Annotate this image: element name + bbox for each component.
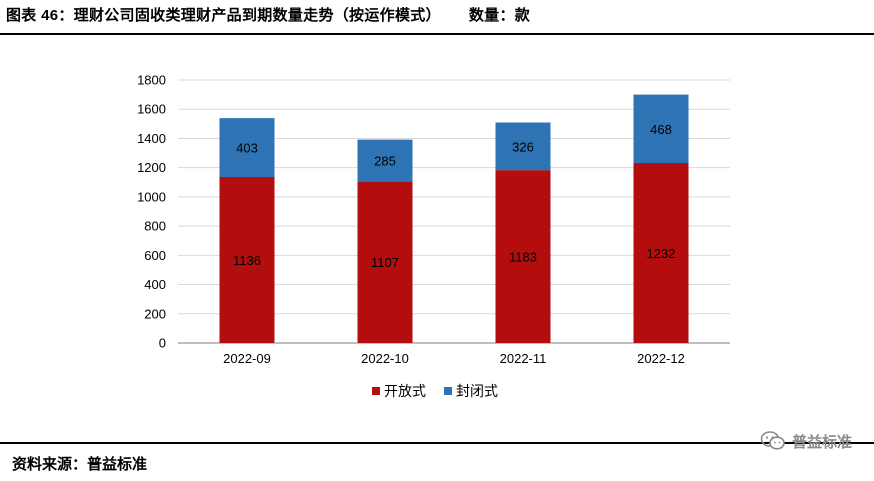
data-label: 468 (650, 122, 672, 137)
y-tick-label: 0 (159, 336, 166, 351)
y-tick-label: 1600 (137, 102, 166, 117)
chart-title: 图表 46：理财公司固收类理财产品到期数量走势（按运作模式） 数量：款 (6, 4, 530, 25)
data-label: 326 (512, 139, 534, 154)
legend-label: 封闭式 (456, 383, 498, 399)
x-tick-label: 2022-10 (361, 351, 409, 366)
data-label: 403 (236, 141, 258, 156)
bar-segment (357, 139, 413, 182)
data-label: 1183 (509, 250, 537, 265)
legend-swatch (444, 387, 452, 395)
bar-segment (219, 177, 275, 343)
y-tick-label: 600 (144, 248, 166, 263)
data-label: 285 (374, 153, 396, 168)
watermark-text: 普益标准 (791, 433, 852, 451)
bar-segment (633, 94, 689, 163)
y-tick-label: 1800 (137, 73, 166, 88)
unit-text: 数量：款 (468, 7, 531, 24)
wechat-icon (760, 431, 785, 450)
data-label: 1232 (647, 246, 676, 261)
legend-label: 开放式 (384, 383, 426, 399)
watermark: 普益标准 (760, 430, 852, 452)
y-tick-label: 400 (144, 277, 166, 292)
y-tick-label: 800 (144, 219, 166, 234)
bar-segment (633, 162, 689, 343)
x-tick-label: 2022-09 (223, 351, 271, 366)
source-note: 资料来源：普益标准 (12, 456, 148, 473)
x-tick-label: 2022-11 (500, 351, 547, 366)
top-rule (0, 33, 874, 35)
y-tick-label: 200 (144, 306, 166, 321)
x-tick-label: 2022-12 (637, 351, 685, 366)
bar-segment (495, 170, 551, 343)
bar-segment (357, 181, 413, 343)
bar-segment (219, 118, 275, 178)
data-label: 1107 (371, 255, 399, 270)
y-tick-label: 1200 (137, 160, 166, 175)
title-text: 图表 46：理财公司固收类理财产品到期数量走势（按运作模式） (6, 7, 441, 24)
bottom-rule (0, 442, 874, 444)
legend-swatch (372, 387, 380, 395)
y-tick-label: 1000 (137, 189, 166, 204)
y-tick-label: 1400 (137, 131, 166, 146)
data-label: 1136 (233, 253, 261, 268)
bar-segment (495, 122, 551, 171)
